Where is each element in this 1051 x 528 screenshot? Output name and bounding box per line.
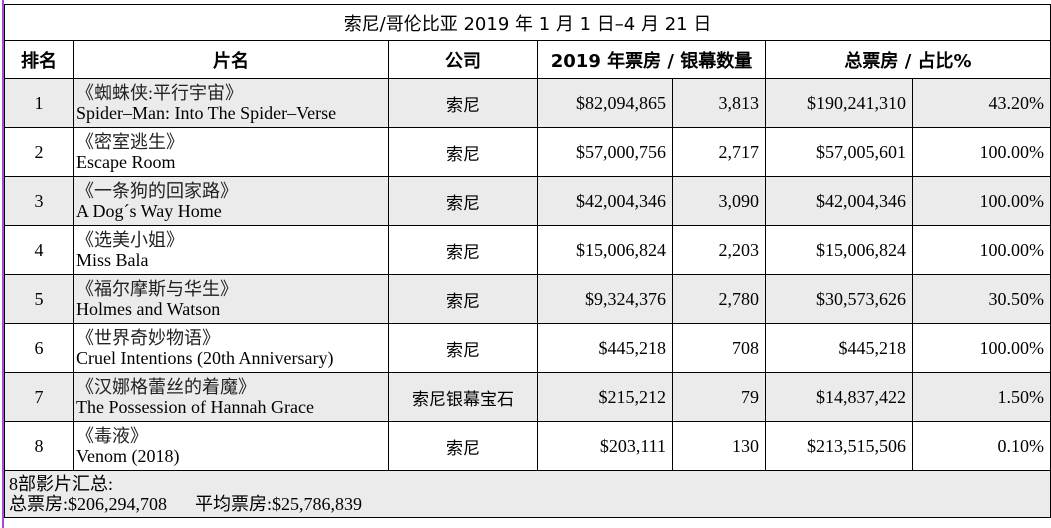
table-row: 7 《汉娜格蕾丝的着魔》 The Possession of Hannah Grac… [4, 372, 1051, 422]
rank-cell: 3 [4, 176, 74, 226]
screens-cell: 3,813 [672, 78, 766, 128]
header-total-share: 总票房 / 占比% [764, 40, 1051, 79]
film-title-en: Holmes and Watson [76, 299, 221, 319]
header-film: 片名 [73, 40, 389, 79]
film-title-cn: 《世界奇妙物语》 [76, 328, 220, 348]
screens-cell: 2,717 [672, 127, 766, 177]
total-cell: $57,005,601 [765, 127, 913, 177]
film-title-cn: 《汉娜格蕾丝的着魔》 [76, 377, 256, 397]
table-row: 5 《福尔摩斯与华生》 Holmes and Watson 索尼 $9,324,376 2… [4, 274, 1051, 324]
gross-cell: $82,094,865 [537, 78, 673, 128]
film-title-en: Escape Room [76, 152, 176, 172]
gross-cell: $57,000,756 [537, 127, 673, 177]
header-gross-screens: 2019 年票房 / 银幕数量 [537, 40, 766, 79]
header-company: 公司 [388, 40, 538, 79]
film-cell: 《福尔摩斯与华生》 Holmes and Watson [73, 274, 389, 324]
summary-total: 总票房:$206,294,708 [9, 494, 168, 514]
company-cell: 索尼 [388, 323, 538, 373]
company-cell: 索尼 [388, 225, 538, 275]
screens-cell: 130 [672, 421, 766, 471]
gross-cell: $9,324,376 [537, 274, 673, 324]
table-row: 4 《选美小姐》 Miss Bala 索尼 $15,006,824 2,203 $15,00… [4, 225, 1051, 275]
company-cell: 索尼银幕宝石 [388, 372, 538, 422]
rank-cell: 6 [4, 323, 74, 373]
film-title-en: Venom (2018) [76, 446, 180, 466]
summary: 8部影片汇总: 总票房:$206,294,708 平均票房:$25,786,839 [3, 470, 1051, 518]
screens-cell: 2,780 [672, 274, 766, 324]
screens-cell: 79 [672, 372, 766, 422]
left-edge-border [2, 0, 4, 528]
film-title-cn: 《福尔摩斯与华生》 [76, 279, 238, 299]
share-cell: 100.00% [911, 127, 1051, 177]
company-cell: 索尼 [388, 176, 538, 226]
rank-cell: 7 [4, 372, 74, 422]
film-cell: 《密室逃生》 Escape Room [73, 127, 389, 177]
share-cell: 100.00% [911, 323, 1051, 373]
rank-cell: 1 [4, 78, 74, 128]
table-row: 8 《毒液》 Venom (2018) 索尼 $203,111 130 $213,515,5… [4, 421, 1051, 471]
film-title-cn: 《密室逃生》 [76, 132, 184, 152]
film-cell: 《汉娜格蕾丝的着魔》 The Possession of Hannah Grace [73, 372, 389, 422]
total-cell: $30,573,626 [765, 274, 913, 324]
total-cell: $190,241,310 [765, 78, 913, 128]
share-cell: 30.50% [911, 274, 1051, 324]
table-row: 1 《蜘蛛侠:平行宇宙》 Spider–Man: Into The Spider–V… [4, 78, 1051, 128]
rank-cell: 5 [4, 274, 74, 324]
screens-cell: 2,203 [672, 225, 766, 275]
film-title-en: The Possession of Hannah Grace [76, 397, 314, 417]
share-cell: 100.00% [911, 225, 1051, 275]
screens-cell: 708 [672, 323, 766, 373]
gross-cell: $445,218 [537, 323, 673, 373]
gross-cell: $15,006,824 [537, 225, 673, 275]
company-cell: 索尼 [388, 78, 538, 128]
share-cell: 1.50% [911, 372, 1051, 422]
film-cell: 《世界奇妙物语》 Cruel Intentions (20th Anniversa… [73, 323, 389, 373]
screens-cell: 3,090 [672, 176, 766, 226]
film-cell: 《毒液》 Venom (2018) [73, 421, 389, 471]
company-cell: 索尼 [388, 274, 538, 324]
total-cell: $14,837,422 [765, 372, 913, 422]
share-cell: 43.20% [911, 78, 1051, 128]
table-row: 6 《世界奇妙物语》 Cruel Intentions (20th Annivers… [4, 323, 1051, 373]
company-cell: 索尼 [388, 127, 538, 177]
header-rank: 排名 [4, 40, 74, 79]
total-cell: $15,006,824 [765, 225, 913, 275]
share-cell: 0.10% [911, 421, 1051, 471]
share-cell: 100.00% [911, 176, 1051, 226]
gross-cell: $42,004,346 [537, 176, 673, 226]
total-cell: $213,515,506 [765, 421, 913, 471]
film-title-cn: 《选美小姐》 [76, 230, 184, 250]
film-title-en: Miss Bala [76, 250, 149, 270]
summary-title: 8部影片汇总: [9, 474, 114, 494]
film-title-en: A Dog´s Way Home [76, 201, 222, 221]
film-title-cn: 《蜘蛛侠:平行宇宙》 [76, 83, 244, 103]
film-cell: 《蜘蛛侠:平行宇宙》 Spider–Man: Into The Spider–Ve… [73, 78, 389, 128]
rank-cell: 4 [4, 225, 74, 275]
table-row: 2 《密室逃生》 Escape Room 索尼 $57,000,756 2,717 $57,… [4, 127, 1051, 177]
gross-cell: $203,111 [537, 421, 673, 471]
summary-average: 平均票房:$25,786,839 [195, 494, 363, 514]
box-office-table: 索尼/哥伦比亚 2019 年 1 月 1 日–4 月 21 日 排名 片名 公司… [3, 4, 1051, 518]
film-title-en: Cruel Intentions (20th Anniversary) [76, 348, 334, 368]
film-title-en: Spider–Man: Into The Spider–Verse [76, 103, 337, 123]
company-cell: 索尼 [388, 421, 538, 471]
film-title-cn: 《一条狗的回家路》 [76, 181, 238, 201]
table-title: 索尼/哥伦比亚 2019 年 1 月 1 日–4 月 21 日 [3, 4, 1051, 41]
total-cell: $42,004,346 [765, 176, 913, 226]
table-row: 3 《一条狗的回家路》 A Dog´s Way Home 索尼 $42,004,346 3… [4, 176, 1051, 226]
rank-cell: 8 [4, 421, 74, 471]
film-title-cn: 《毒液》 [76, 426, 148, 446]
film-cell: 《选美小姐》 Miss Bala [73, 225, 389, 275]
film-cell: 《一条狗的回家路》 A Dog´s Way Home [73, 176, 389, 226]
rank-cell: 2 [4, 127, 74, 177]
gross-cell: $215,212 [537, 372, 673, 422]
total-cell: $445,218 [765, 323, 913, 373]
